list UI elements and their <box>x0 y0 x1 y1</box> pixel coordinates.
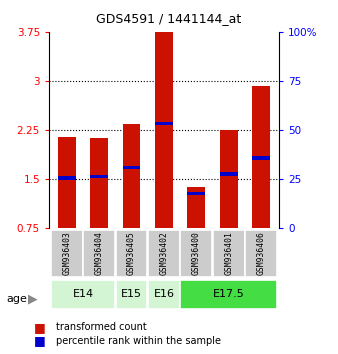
Text: E16: E16 <box>153 289 174 298</box>
Bar <box>90 138 108 228</box>
Bar <box>213 230 244 277</box>
Text: GSM936403: GSM936403 <box>62 232 71 275</box>
Text: ■: ■ <box>34 334 46 347</box>
Bar <box>148 280 180 308</box>
Bar <box>220 172 238 176</box>
Bar <box>58 137 76 228</box>
Bar <box>245 230 277 277</box>
Bar <box>180 230 212 277</box>
Bar <box>51 230 83 277</box>
Text: GSM936405: GSM936405 <box>127 232 136 275</box>
Text: ■: ■ <box>34 321 46 334</box>
Bar <box>252 86 270 228</box>
Bar <box>187 192 205 195</box>
Bar <box>90 175 108 178</box>
Bar <box>148 230 180 277</box>
Text: E17.5: E17.5 <box>213 289 245 298</box>
Bar <box>123 124 141 228</box>
Text: E14: E14 <box>72 289 94 298</box>
Bar <box>123 166 141 169</box>
Bar <box>155 122 173 125</box>
Bar <box>220 130 238 228</box>
Bar <box>180 280 277 308</box>
Text: GSM936406: GSM936406 <box>257 232 266 275</box>
Text: percentile rank within the sample: percentile rank within the sample <box>56 336 221 346</box>
Text: GDS4591 / 1441144_at: GDS4591 / 1441144_at <box>96 12 242 25</box>
Text: GSM936404: GSM936404 <box>95 232 104 275</box>
Bar <box>155 32 173 228</box>
Text: GSM936401: GSM936401 <box>224 232 233 275</box>
Bar <box>83 230 115 277</box>
Text: GSM936402: GSM936402 <box>160 232 168 275</box>
Text: E15: E15 <box>121 289 142 298</box>
Bar <box>187 187 205 228</box>
Bar <box>51 280 115 308</box>
Text: age: age <box>7 294 28 304</box>
Bar <box>116 280 147 308</box>
Bar <box>116 230 147 277</box>
Bar <box>58 176 76 180</box>
Text: GSM936400: GSM936400 <box>192 232 201 275</box>
Text: ▶: ▶ <box>28 293 37 306</box>
Text: transformed count: transformed count <box>56 322 146 332</box>
Bar <box>252 156 270 160</box>
